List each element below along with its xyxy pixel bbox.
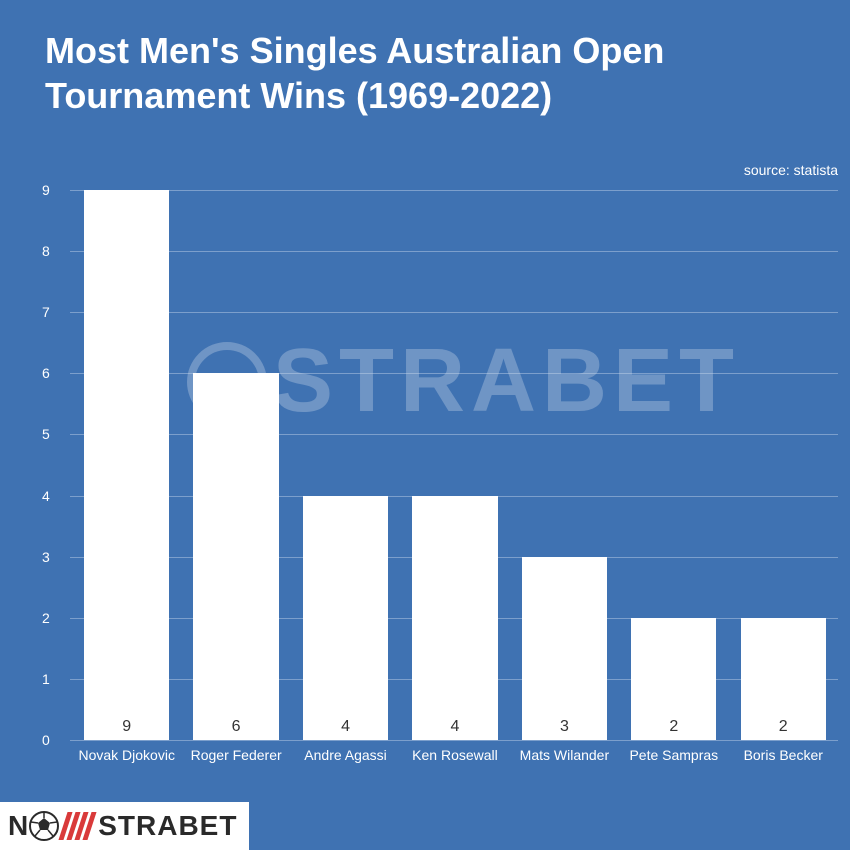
y-tick-label: 1 xyxy=(42,671,72,687)
bar-value-label: 2 xyxy=(669,718,678,736)
x-axis-labels: Novak DjokovicRoger FedererAndre AgassiK… xyxy=(72,742,838,790)
chart-container: Most Men's Singles Australian Open Tourn… xyxy=(0,0,850,850)
x-tick-label: Ken Rosewall xyxy=(400,742,509,790)
bar: 3 xyxy=(522,557,607,740)
bar-value-label: 3 xyxy=(560,718,569,736)
source-label: source: statista xyxy=(744,162,838,178)
chart-plot-area: 0123456789 9644322 xyxy=(42,190,838,740)
brand-logo: N STRABET xyxy=(0,802,249,850)
bar-value-label: 2 xyxy=(779,718,788,736)
x-tick-label: Andre Agassi xyxy=(291,742,400,790)
y-axis: 0123456789 xyxy=(42,190,72,740)
bar-slot: 6 xyxy=(181,190,290,740)
logo-stripes-icon xyxy=(59,812,97,840)
chart-title: Most Men's Singles Australian Open Tourn… xyxy=(45,28,750,118)
y-tick-label: 6 xyxy=(42,365,72,381)
bar-slot: 9 xyxy=(72,190,181,740)
bar: 9 xyxy=(84,190,169,740)
y-tick-label: 0 xyxy=(42,732,72,748)
x-tick-label: Roger Federer xyxy=(181,742,290,790)
x-tick-label: Mats Wilander xyxy=(510,742,619,790)
bar-slot: 2 xyxy=(729,190,838,740)
x-tick-label: Novak Djokovic xyxy=(72,742,181,790)
soccer-ball-icon xyxy=(29,811,59,841)
y-tick-label: 3 xyxy=(42,549,72,565)
bar-value-label: 6 xyxy=(232,718,241,736)
bar-value-label: 4 xyxy=(341,718,350,736)
bar: 2 xyxy=(631,618,716,740)
bar-slot: 4 xyxy=(291,190,400,740)
y-tick-label: 8 xyxy=(42,243,72,259)
bar-slot: 4 xyxy=(400,190,509,740)
bar: 2 xyxy=(741,618,826,740)
logo-text-after: STRABET xyxy=(98,810,237,842)
y-tick-label: 2 xyxy=(42,610,72,626)
bar: 4 xyxy=(303,496,388,740)
bar: 4 xyxy=(412,496,497,740)
bar: 6 xyxy=(193,373,278,740)
bar-value-label: 4 xyxy=(451,718,460,736)
y-tick-label: 4 xyxy=(42,488,72,504)
bar-slot: 2 xyxy=(619,190,728,740)
bar-slot: 3 xyxy=(510,190,619,740)
x-tick-label: Pete Sampras xyxy=(619,742,728,790)
gridline xyxy=(70,740,838,741)
logo-text-before: N xyxy=(8,810,29,842)
bars-group: 9 6 4 4 3 2 2 xyxy=(72,190,838,740)
x-tick-label: Boris Becker xyxy=(729,742,838,790)
y-tick-label: 9 xyxy=(42,182,72,198)
y-tick-label: 7 xyxy=(42,304,72,320)
y-tick-label: 5 xyxy=(42,426,72,442)
bar-value-label: 9 xyxy=(122,718,131,736)
